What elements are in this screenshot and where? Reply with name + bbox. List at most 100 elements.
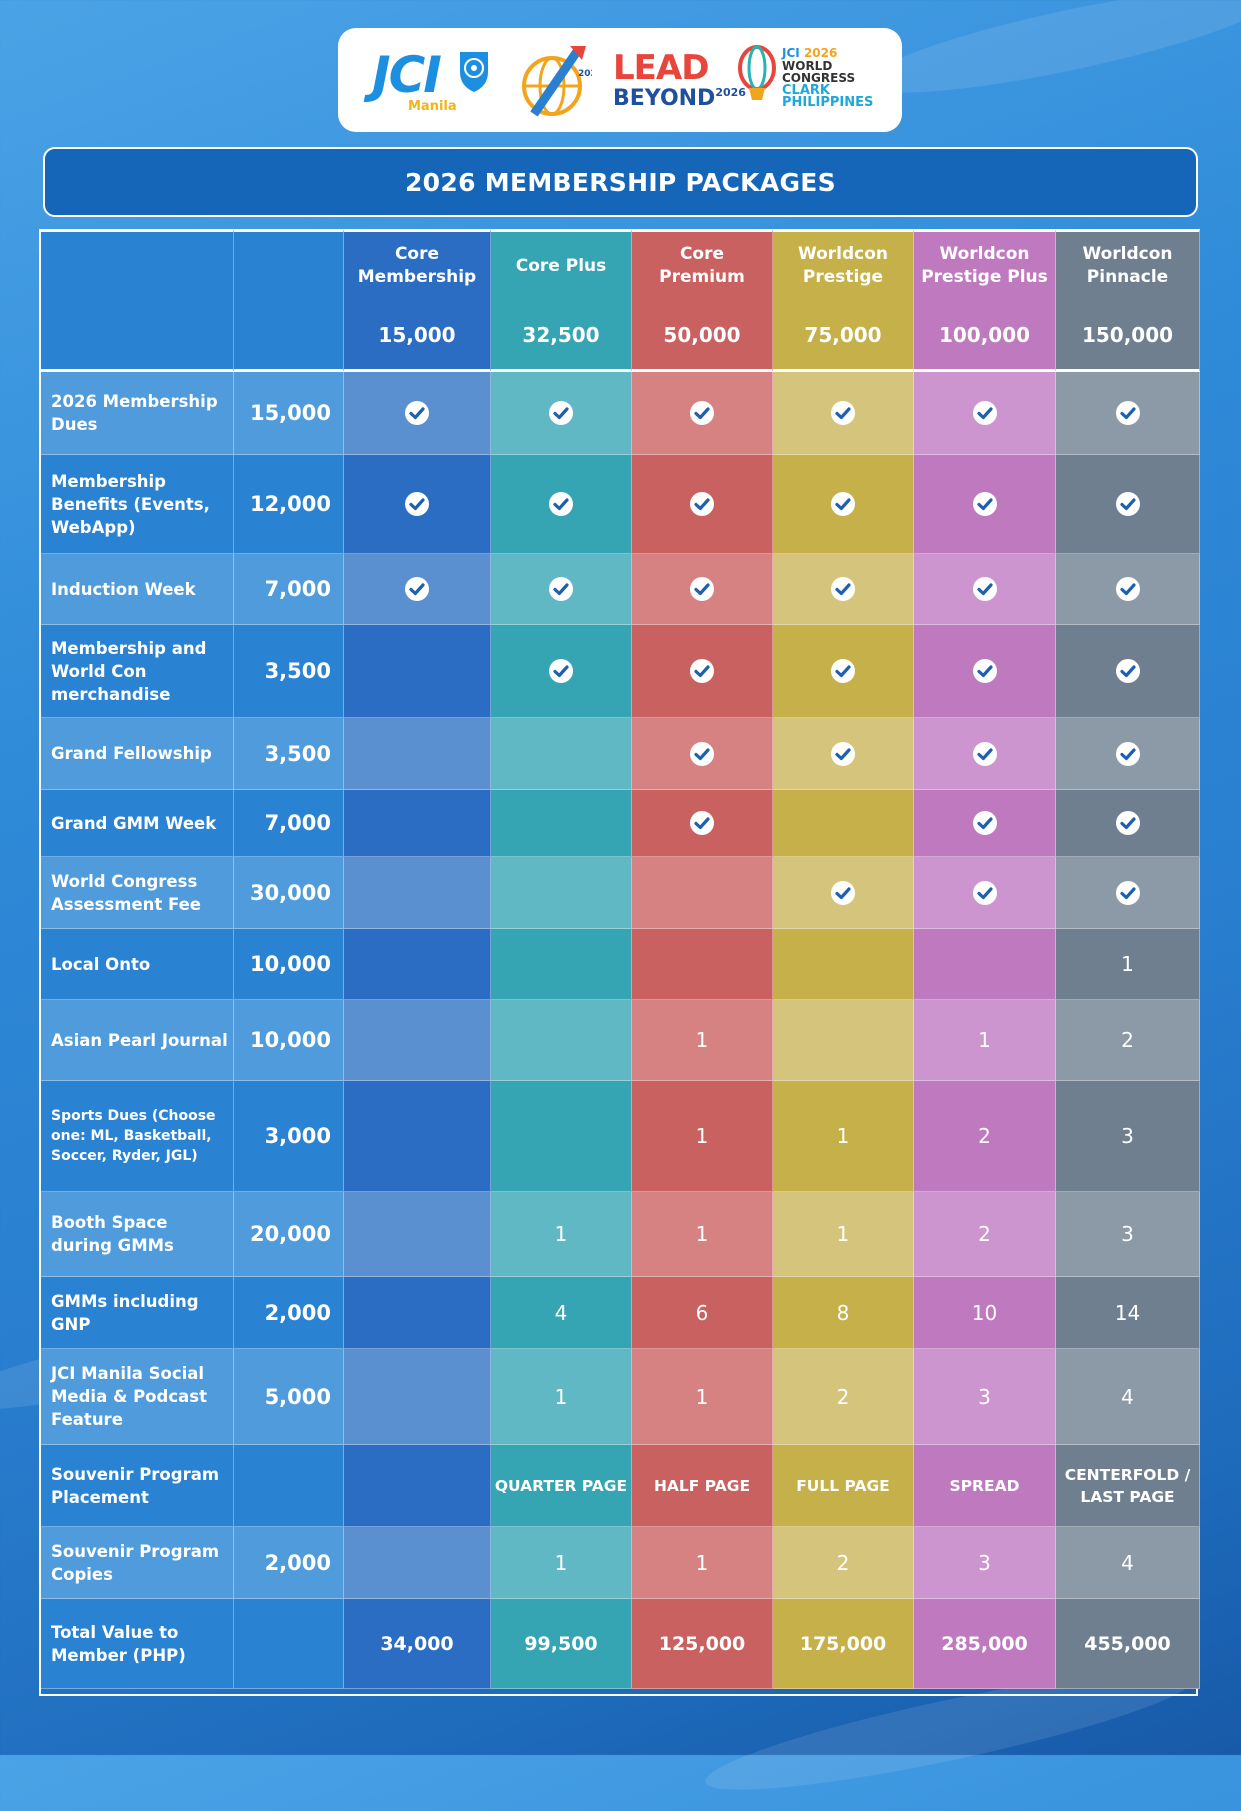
checkmark-icon	[1115, 880, 1140, 905]
table-cell	[914, 718, 1056, 790]
table-cell	[1056, 790, 1200, 857]
checkmark-icon	[1115, 659, 1140, 683]
table-cell: 4	[1056, 1527, 1200, 1599]
table-cell	[632, 372, 773, 455]
table-cell	[773, 857, 914, 929]
package-name: Worldcon Pinnacle	[1082, 244, 1173, 287]
row-label: Grand Fellowship	[41, 718, 234, 790]
logo-banner: JCI Manila 2026 LEAD BEYOND2026 JCI 2026…	[338, 28, 902, 132]
checkmark-icon	[690, 577, 714, 601]
row-value: 3,000	[234, 1081, 344, 1192]
table-cell: 1	[632, 1192, 773, 1277]
row-value	[234, 1599, 344, 1689]
table-cell	[914, 790, 1056, 857]
lead-beyond-logo-bottom: BEYOND2026	[613, 86, 746, 111]
background-streak	[858, 0, 1241, 114]
table-cell	[773, 1000, 914, 1081]
checkmark-icon	[690, 401, 714, 425]
table-cell	[344, 625, 491, 718]
table-cell	[344, 1192, 491, 1277]
checkmark-icon	[972, 577, 997, 601]
table-cell: 455,000	[1056, 1599, 1200, 1689]
checkmark-icon	[831, 659, 855, 683]
row-value: 3,500	[234, 718, 344, 790]
table-cell: 125,000	[632, 1599, 773, 1689]
package-name: Core Plus	[515, 255, 607, 276]
table-cell: 2	[773, 1349, 914, 1445]
table-cell: 1	[773, 1192, 914, 1277]
checkmark-icon	[831, 492, 855, 516]
row-value: 2,000	[234, 1527, 344, 1599]
row-label: Grand GMM Week	[41, 790, 234, 857]
table-cell	[773, 455, 914, 554]
row-label: Asian Pearl Journal	[41, 1000, 234, 1081]
row-label: GMMs including GNP	[41, 1277, 234, 1349]
table-cell	[491, 857, 632, 929]
package-header-3: Worldcon Prestige 75,000	[773, 229, 914, 372]
table-cell: 14	[1056, 1277, 1200, 1349]
checkmark-icon	[972, 492, 997, 516]
table-cell	[773, 718, 914, 790]
table-cell	[914, 554, 1056, 625]
table-cell: 1	[632, 1349, 773, 1445]
checkmark-icon	[972, 741, 997, 766]
jci-logo: JCI	[372, 46, 442, 104]
checkmark-icon	[690, 741, 714, 766]
row-label: 2026 Membership Dues	[41, 372, 234, 455]
table-cell	[491, 372, 632, 455]
table-cell	[773, 625, 914, 718]
table-cell: SPREAD	[914, 1445, 1056, 1527]
table-cell	[632, 929, 773, 1000]
checkmark-icon	[405, 401, 429, 425]
table-cell: 6	[632, 1277, 773, 1349]
table-cell	[632, 857, 773, 929]
world-congress-logo: JCI 2026 WORLD CONGRESS CLARK PHILIPPINE…	[782, 46, 874, 110]
table-cell	[1056, 455, 1200, 554]
table-cell: FULL PAGE	[773, 1445, 914, 1527]
table-cell	[1056, 625, 1200, 718]
package-price: 32,500	[522, 323, 600, 347]
row-value: 5,000	[234, 1349, 344, 1445]
row-label: Induction Week	[41, 554, 234, 625]
table-cell: 3	[1056, 1081, 1200, 1192]
table-cell: 1	[491, 1527, 632, 1599]
lead-beyond-logo-top: LEAD	[613, 48, 709, 88]
membership-packages-table: Core Membership 15,000 Core Plus 32,500 Core…	[39, 229, 1200, 1696]
table-cell: 34,000	[344, 1599, 491, 1689]
table-cell: 1	[632, 1527, 773, 1599]
checkmark-icon	[831, 577, 855, 601]
checkmark-icon	[831, 880, 855, 905]
table-cell: 2	[773, 1527, 914, 1599]
checkmark-icon	[972, 401, 997, 425]
table-cell	[344, 1527, 491, 1599]
table-cell: 10	[914, 1277, 1056, 1349]
package-name: Worldcon Prestige Plus	[921, 244, 1048, 287]
package-header-4: Worldcon Prestige Plus 100,000	[914, 229, 1056, 372]
row-label: Sports Dues (Choose one: ML, Basketball,…	[41, 1081, 234, 1192]
table-cell: 1	[773, 1081, 914, 1192]
table-cell: 285,000	[914, 1599, 1056, 1689]
table-cell	[344, 790, 491, 857]
checkmark-icon	[549, 577, 573, 601]
table-cell	[914, 455, 1056, 554]
package-header-2: Core Premium 50,000	[632, 229, 773, 372]
table-cell	[491, 790, 632, 857]
row-value: 7,000	[234, 790, 344, 857]
row-label: JCI Manila Social Media & Podcast Featur…	[41, 1349, 234, 1445]
table-cell: 4	[1056, 1349, 1200, 1445]
table-cell: 2	[914, 1192, 1056, 1277]
row-label: Booth Space during GMMs	[41, 1192, 234, 1277]
checkmark-icon	[1115, 577, 1140, 601]
row-label: Souvenir Program Placement	[41, 1445, 234, 1527]
row-label: Total Value to Member (PHP)	[41, 1599, 234, 1689]
table-cell	[344, 1000, 491, 1081]
checkmark-icon	[1115, 741, 1140, 766]
package-name: Core Premium	[659, 244, 745, 287]
row-value	[234, 1445, 344, 1527]
package-header-5: Worldcon Pinnacle 150,000	[1056, 229, 1200, 372]
package-price: 100,000	[938, 323, 1031, 347]
checkmark-icon	[549, 492, 573, 516]
table-cell	[773, 372, 914, 455]
table-cell: 4	[491, 1277, 632, 1349]
table-cell	[344, 1349, 491, 1445]
